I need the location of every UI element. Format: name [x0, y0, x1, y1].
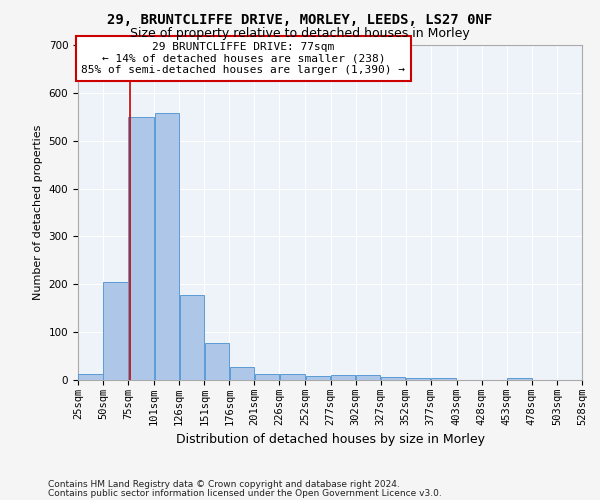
Bar — [128, 117, 154, 380]
Text: Contains public sector information licensed under the Open Government Licence v3: Contains public sector information licen… — [48, 489, 442, 498]
Bar — [280, 374, 305, 380]
Y-axis label: Number of detached properties: Number of detached properties — [33, 125, 43, 300]
Bar — [356, 375, 380, 380]
Bar — [103, 282, 128, 380]
Bar — [155, 114, 179, 380]
Bar — [79, 374, 103, 380]
Bar — [306, 376, 330, 380]
Bar — [205, 343, 229, 380]
Bar — [179, 295, 204, 380]
Bar — [507, 378, 532, 380]
Text: Size of property relative to detached houses in Morley: Size of property relative to detached ho… — [130, 28, 470, 40]
X-axis label: Distribution of detached houses by size in Morley: Distribution of detached houses by size … — [176, 434, 485, 446]
Bar — [381, 376, 405, 380]
Bar — [431, 378, 457, 380]
Text: 29, BRUNTCLIFFE DRIVE, MORLEY, LEEDS, LS27 0NF: 29, BRUNTCLIFFE DRIVE, MORLEY, LEEDS, LS… — [107, 12, 493, 26]
Bar — [255, 374, 279, 380]
Bar — [406, 378, 430, 380]
Bar — [331, 375, 355, 380]
Text: Contains HM Land Registry data © Crown copyright and database right 2024.: Contains HM Land Registry data © Crown c… — [48, 480, 400, 489]
Bar — [230, 366, 254, 380]
Text: 29 BRUNTCLIFFE DRIVE: 77sqm
← 14% of detached houses are smaller (238)
85% of se: 29 BRUNTCLIFFE DRIVE: 77sqm ← 14% of det… — [82, 42, 406, 75]
